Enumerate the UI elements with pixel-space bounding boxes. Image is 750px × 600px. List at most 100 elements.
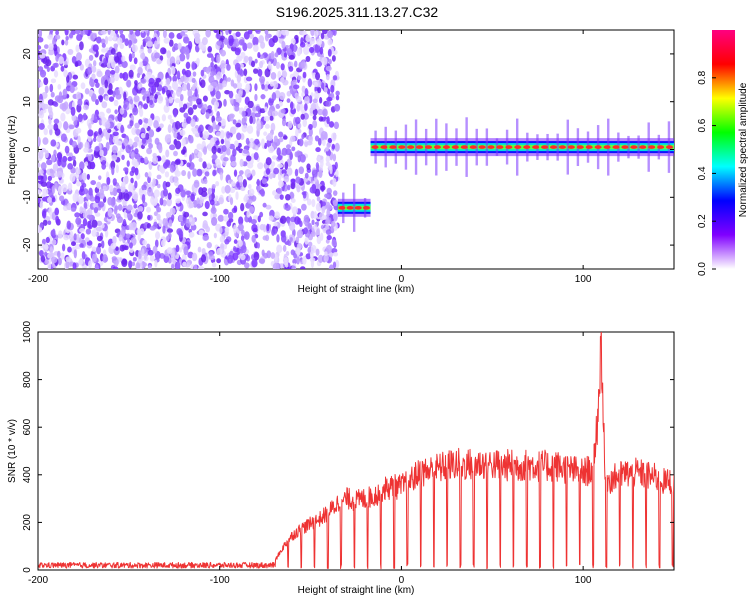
noise-cell: [75, 91, 82, 101]
noise-cell: [121, 55, 126, 63]
noise-cell: [140, 30, 146, 39]
noise-cell: [146, 206, 151, 213]
noise-cell: [70, 106, 76, 116]
noise-cell: [278, 180, 284, 188]
noise-cell: [221, 186, 226, 194]
noise-cell: [212, 120, 217, 130]
noise-cell: [220, 60, 226, 69]
noise-cell: [290, 249, 295, 256]
noise-cell: [123, 192, 130, 202]
noise-cell: [261, 249, 265, 257]
noise-cell: [75, 30, 81, 35]
noise-cell: [75, 217, 82, 225]
noise-cell: [107, 196, 113, 206]
noise-cell: [88, 187, 93, 196]
tone-peak: [362, 206, 370, 210]
noise-cell: [276, 187, 282, 194]
noise-cell: [326, 116, 330, 125]
noise-cell: [154, 40, 158, 48]
noise-cell: [212, 213, 218, 218]
noise-cell: [325, 146, 329, 152]
noise-cell: [286, 47, 292, 56]
noise-cell: [238, 216, 244, 226]
noise-cell: [180, 220, 185, 227]
noise-cell: [300, 113, 305, 120]
noise-cell: [245, 202, 252, 209]
noise-cell: [325, 238, 330, 244]
noise-cell: [125, 233, 131, 239]
spectrogram-x-tick-label: 0: [399, 274, 405, 285]
noise-cell: [53, 118, 60, 124]
noise-cell: [327, 30, 334, 39]
noise-cell: [38, 59, 41, 66]
noise-cell: [257, 51, 261, 59]
noise-cell: [279, 194, 284, 200]
noise-cell: [162, 188, 169, 197]
noise-cell: [315, 221, 320, 226]
noise-cell: [285, 251, 290, 256]
noise-cell: [187, 88, 193, 98]
noise-cell: [165, 211, 172, 219]
noise-cell: [93, 113, 98, 123]
noise-cell: [113, 99, 119, 107]
noise-cell: [290, 198, 296, 203]
noise-cell: [117, 37, 123, 46]
noise-cell: [64, 145, 70, 154]
noise-cell: [331, 55, 336, 62]
noise-cell: [108, 96, 115, 102]
noise-cell: [54, 182, 58, 189]
noise-cell: [254, 138, 260, 145]
noise-cell: [266, 223, 270, 232]
noise-cell: [156, 59, 162, 65]
noise-cell: [224, 184, 231, 194]
noise-cell: [194, 88, 198, 97]
noise-cell: [181, 170, 187, 177]
noise-cell: [138, 187, 143, 196]
tone-peak: [371, 145, 379, 149]
noise-cell: [67, 246, 72, 253]
noise-cell: [38, 162, 41, 168]
noise-cell: [269, 98, 275, 104]
noise-cell: [81, 251, 86, 260]
noise-cell: [188, 199, 192, 205]
noise-cell: [335, 90, 340, 96]
noise-cell: [272, 35, 279, 43]
noise-cell: [92, 202, 99, 209]
noise-cell: [43, 244, 49, 250]
noise-cell: [185, 116, 192, 124]
noise-cell: [220, 243, 225, 249]
noise-cell: [207, 125, 214, 134]
noise-cell: [274, 211, 281, 219]
noise-cell: [145, 132, 150, 140]
noise-cell: [129, 30, 134, 35]
noise-cell: [48, 118, 52, 125]
noise-cell: [240, 254, 246, 261]
noise-cell: [311, 183, 317, 192]
noise-cell: [223, 37, 229, 45]
noise-cell: [335, 95, 340, 101]
noise-cell: [246, 210, 251, 218]
noise-cell: [165, 149, 170, 158]
noise-cell: [254, 145, 259, 151]
tone-peak: [639, 145, 647, 149]
noise-cell: [279, 91, 286, 101]
noise-cell: [171, 81, 178, 90]
noise-cell: [295, 128, 299, 138]
tone-peak: [585, 145, 593, 149]
noise-cell: [65, 260, 70, 269]
noise-cell: [180, 189, 186, 198]
noise-cell: [123, 91, 127, 101]
noise-cell: [174, 98, 181, 104]
noise-cell: [130, 114, 135, 122]
noise-cell: [215, 180, 220, 187]
noise-cell: [52, 163, 59, 172]
noise-cell: [264, 33, 269, 42]
noise-cell: [278, 137, 284, 143]
noise-cell: [96, 181, 102, 189]
noise-cell: [99, 192, 105, 200]
noise-cell: [196, 57, 200, 65]
tone-streak: [566, 119, 569, 175]
noise-cell: [49, 168, 54, 174]
noise-cell: [190, 224, 197, 231]
noise-cell: [308, 46, 315, 54]
